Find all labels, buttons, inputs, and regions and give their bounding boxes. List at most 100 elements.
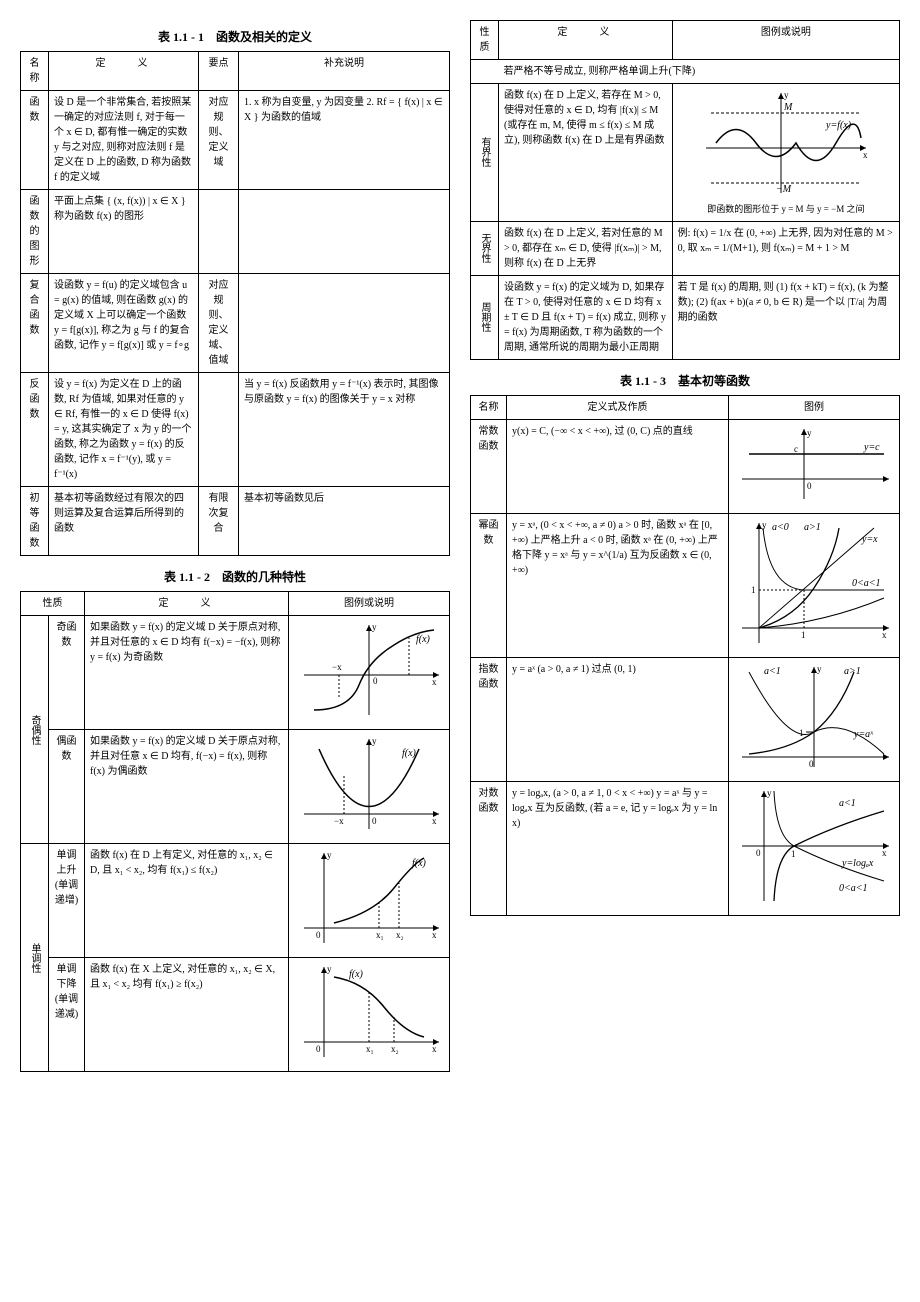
row-name: 反函数 (21, 373, 49, 487)
left-column: 表 1.1 - 1 函数及相关的定义 名称 定 义 要点 补充说明 函数 设 D… (20, 20, 450, 1084)
table-row: 奇偶性 奇函数 如果函数 y = f(x) 的定义域 D 关于原点对称, 并且对… (21, 616, 450, 730)
table-row: 单调下降(单调递减) 函数 f(x) 在 X 上定义, 对任意的 x₁, x₂ … (21, 958, 450, 1072)
svg-text:a>1: a>1 (844, 666, 861, 677)
row-def: 设函数 y = f(x) 的定义域为 D, 如果存在 T > 0, 使得对任意的… (499, 275, 673, 359)
table2-title: 表 1.1 - 2 函数的几种特性 (20, 568, 450, 585)
table3-title: 表 1.1 - 3 基本初等函数 (470, 372, 900, 389)
row-def: 设 D 是一个非常集合, 若按照某一确定的对应法则 f, 对于每一个 x ∈ D… (49, 91, 199, 190)
row-name: 函数的图形 (21, 190, 49, 274)
table-row: 偶函数 如果函数 y = f(x) 的定义域 D 关于原点对称, 并且对任意 x… (21, 730, 450, 844)
svg-text:y=aˣ: y=aˣ (853, 729, 874, 740)
svg-text:f(x): f(x) (412, 858, 427, 869)
svg-text:x: x (882, 848, 887, 858)
svg-text:x: x (432, 677, 437, 687)
table-row: 函数 设 D 是一个非常集合, 若按照某一确定的对应法则 f, 对于每一个 x … (21, 91, 450, 190)
table-row: 无界性 函数 f(x) 在 D 上定义, 若对任意的 M > 0, 都存在 xₘ… (471, 221, 900, 275)
svg-text:x₁: x₁ (366, 1044, 374, 1054)
svg-text:1: 1 (751, 585, 756, 595)
sub-label: 单调下降(单调递减) (49, 958, 85, 1072)
row-points: 对应规则、定义域、值域 (199, 274, 239, 373)
row-points (199, 190, 239, 274)
svg-text:y=logₐx: y=logₐx (841, 858, 874, 869)
table-row: 函数的图形 平面上点集 { (x, f(x)) | x ∈ X } 称为函数 f… (21, 190, 450, 274)
th-name: 名称 (21, 52, 49, 91)
table-row: 对数函数 y = logₐx, (a > 0, a ≠ 1, 0 < x < +… (471, 781, 900, 915)
svg-text:y: y (372, 736, 377, 746)
table-row: 指数函数 y = aˣ (a > 0, a ≠ 1) 过点 (0, 1) 10 … (471, 657, 900, 781)
th-prop: 性质 (21, 592, 85, 616)
row-note (239, 274, 450, 373)
svg-text:y=f(x): y=f(x) (825, 120, 852, 131)
svg-text:0: 0 (372, 816, 377, 826)
svg-text:y: y (327, 964, 332, 974)
svg-text:x: x (882, 630, 887, 640)
graph-power: 11 xy a<0 a>1 y=x 0<a<1 (729, 513, 900, 657)
svg-text:f(x): f(x) (416, 634, 431, 645)
table3: 名称 定义式及作质 图例 常数函数 y(x) = C, (−∞ < x < +∞… (470, 395, 900, 916)
row-def: y = aˣ (a > 0, a ≠ 1) 过点 (0, 1) (507, 657, 729, 781)
row-name: 对数函数 (471, 781, 507, 915)
svg-text:y: y (762, 520, 767, 530)
group-label: 有界性 (471, 84, 499, 222)
table1: 名称 定 义 要点 补充说明 函数 设 D 是一个非常集合, 若按照某一确定的对… (20, 51, 450, 556)
table2b: 性质 定 义 图例或说明 若严格不等号成立, 则称严格单调上升(下降) 有界性 … (470, 20, 900, 360)
table2: 性质 定 义 图例或说明 奇偶性 奇函数 如果函数 y = f(x) 的定义域 … (20, 591, 450, 1072)
svg-text:y: y (327, 850, 332, 860)
svg-text:x₂: x₂ (396, 930, 404, 940)
graph-const: c y=c 0y (729, 419, 900, 513)
graph-inc: 0 x₁ x₂ x f(x) y (289, 844, 450, 958)
group-label: 周期性 (471, 275, 499, 359)
th-def: 定义式及作质 (507, 395, 729, 419)
svg-text:1: 1 (801, 630, 806, 640)
group-label: 单调性 (21, 844, 49, 1072)
row-note: 1. x 称为自变量, y 为因变量 2. Rf = { f(x) | x ∈ … (239, 91, 450, 190)
svg-text:x: x (432, 930, 437, 940)
svg-text:y: y (817, 664, 822, 674)
row-note: 例: f(x) = 1/x 在 (0, +∞) 上无界, 因为对任意的 M > … (672, 221, 899, 275)
svg-text:0: 0 (373, 676, 378, 686)
row-def: 函数 f(x) 在 X 上定义, 对任意的 x₁, x₂ ∈ X, 且 x₁ <… (85, 958, 289, 1072)
svg-text:y=x: y=x (861, 534, 878, 545)
table-row: 初等函数 基本初等函数经过有限次的四则运算及复合运算后所得到的函数 有限次复合 … (21, 487, 450, 556)
th-name: 名称 (471, 395, 507, 419)
sub-label: 奇函数 (49, 616, 85, 730)
row-note: 基本初等函数见后 (239, 487, 450, 556)
svg-text:y: y (767, 788, 772, 798)
svg-text:0<a<1: 0<a<1 (839, 883, 868, 894)
svg-text:y=c: y=c (863, 442, 880, 453)
group-label: 无界性 (471, 221, 499, 275)
svg-text:x₁: x₁ (376, 930, 384, 940)
svg-text:c: c (794, 444, 798, 454)
svg-text:0: 0 (316, 930, 321, 940)
svg-text:0: 0 (756, 848, 761, 858)
row-def: 设函数 y = f(u) 的定义域包含 u = g(x) 的值域, 则在函数 g… (49, 274, 199, 373)
table-row: 常数函数 y(x) = C, (−∞ < x < +∞), 过 (0, C) 点… (471, 419, 900, 513)
th-graph: 图例或说明 (672, 21, 899, 60)
row-def: y(x) = C, (−∞ < x < +∞), 过 (0, C) 点的直线 (507, 419, 729, 513)
graph-odd: −x x 0 f(x) y (289, 616, 450, 730)
svg-text:f(x): f(x) (402, 748, 417, 759)
row-name: 指数函数 (471, 657, 507, 781)
th-def: 定 义 (49, 52, 199, 91)
row-def: 如果函数 y = f(x) 的定义域 D 关于原点对称, 并且对任意的 x ∈ … (85, 616, 289, 730)
row-note: 若 T 是 f(x) 的周期, 则 (1) f(x + kT) = f(x), … (672, 275, 899, 359)
th-graph: 图例或说明 (289, 592, 450, 616)
svg-text:y: y (784, 90, 789, 100)
row-note: 当 y = f(x) 反函数用 y = f⁻¹(x) 表示时, 其图像与原函数 … (239, 373, 450, 487)
svg-text:x: x (432, 1044, 437, 1054)
table-row: 复合函数 设函数 y = f(u) 的定义域包含 u = g(x) 的值域, 则… (21, 274, 450, 373)
graph-exp: 10 a<1 a>1 y=aˣ y (729, 657, 900, 781)
svg-text:y: y (372, 622, 377, 632)
note-top: 若严格不等号成立, 则称严格单调上升(下降) (499, 60, 900, 84)
sub-label: 单调上升(单调递增) (49, 844, 85, 958)
graph-even: −x0 xf(x) y (289, 730, 450, 844)
svg-text:−x: −x (332, 662, 342, 672)
table-row: 单调性 单调上升(单调递增) 函数 f(x) 在 D 上有定义, 对任意的 x₁… (21, 844, 450, 958)
row-name: 常数函数 (471, 419, 507, 513)
row-def: 函数 f(x) 在 D 上有定义, 对任意的 x₁, x₂ ∈ D, 且 x₁ … (85, 844, 289, 958)
svg-text:0<a<1: 0<a<1 (852, 578, 881, 589)
svg-text:−M: −M (776, 184, 792, 195)
row-def: 基本初等函数经过有限次的四则运算及复合运算后所得到的函数 (49, 487, 199, 556)
row-def: 函数 f(x) 在 D 上定义, 若存在 M > 0, 使得对任意的 x ∈ D… (499, 84, 673, 222)
th-def: 定 义 (85, 592, 289, 616)
